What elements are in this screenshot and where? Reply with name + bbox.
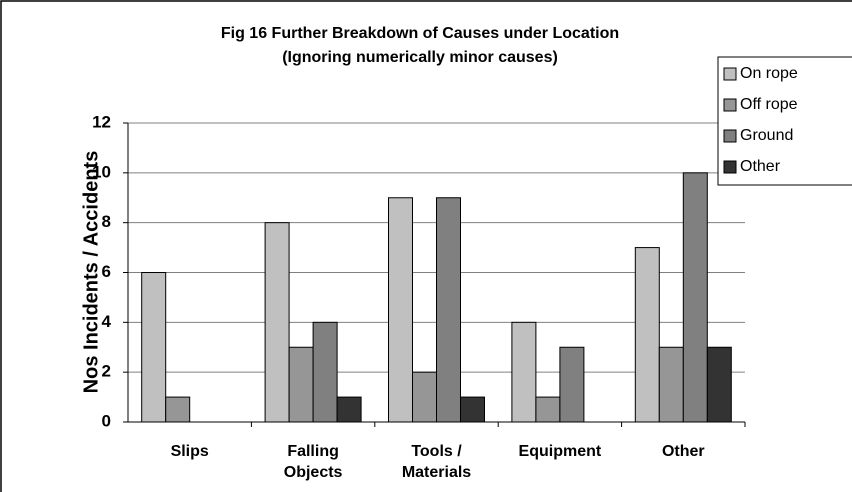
y-tick-label: 12 bbox=[92, 112, 111, 131]
y-axis-label: Nos Incidents / Accidents bbox=[80, 151, 102, 394]
bar bbox=[706, 346, 732, 423]
y-tick-label: 10 bbox=[92, 162, 111, 181]
x-tick-label: Equipment bbox=[518, 443, 602, 460]
bar bbox=[264, 222, 290, 423]
y-tick-label: 8 bbox=[102, 212, 111, 231]
bar bbox=[682, 172, 708, 423]
legend: On rope Off rope Ground Other bbox=[717, 56, 852, 186]
bar bbox=[511, 321, 537, 423]
legend-label: On rope bbox=[740, 65, 798, 82]
legend-swatch bbox=[723, 67, 737, 81]
bar bbox=[412, 371, 437, 423]
chart-subtitle: (Ignoring numerically minor causes) bbox=[282, 49, 558, 66]
x-tick-label: Falling Objects bbox=[283, 443, 343, 481]
x-tick-label: Tools / Materials bbox=[401, 443, 472, 481]
legend-swatch bbox=[723, 129, 737, 143]
legend-label: Off rope bbox=[740, 96, 798, 113]
bar bbox=[388, 197, 413, 423]
bar bbox=[559, 346, 585, 423]
x-tick-label: Other bbox=[661, 443, 705, 460]
legend-box bbox=[717, 56, 852, 186]
y-tick-label: 0 bbox=[102, 411, 111, 430]
bar bbox=[436, 197, 461, 423]
chart-title: Fig 16 Further Breakdown of Causes under… bbox=[221, 25, 619, 42]
bar bbox=[165, 396, 191, 423]
y-tick-label: 2 bbox=[102, 362, 111, 381]
bar bbox=[460, 396, 485, 423]
legend-label: Ground bbox=[740, 127, 793, 144]
bar bbox=[312, 321, 338, 423]
bar bbox=[141, 272, 167, 423]
legend-swatch bbox=[723, 160, 737, 174]
bar bbox=[634, 247, 660, 423]
bar bbox=[658, 346, 684, 423]
legend-swatch bbox=[723, 98, 737, 112]
y-tick-label: 4 bbox=[102, 312, 112, 331]
legend-label: Other bbox=[740, 158, 781, 175]
x-tick-label: Slips bbox=[170, 443, 209, 460]
y-tick-label: 6 bbox=[102, 262, 111, 281]
bar bbox=[288, 346, 314, 423]
bar bbox=[535, 396, 561, 423]
bar bbox=[336, 396, 362, 423]
